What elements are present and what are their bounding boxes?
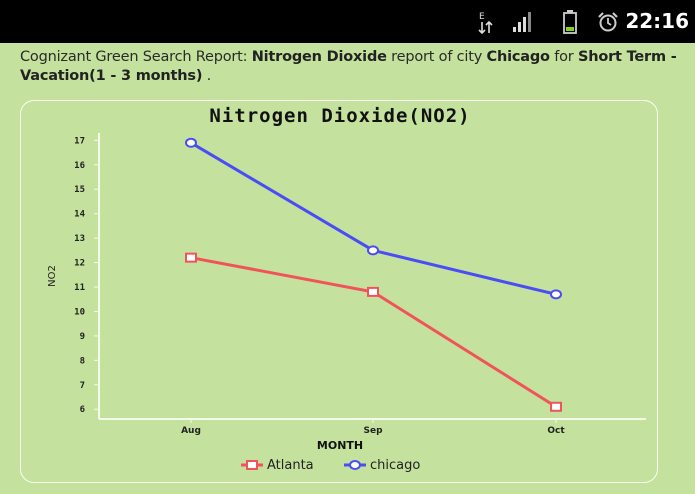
chart-panel: Nitrogen Dioxide(NO2) 17 16 15 14 13 12 11 10 9 8 7… [20,100,658,483]
y-tick-label: 6 [80,405,85,415]
y-tick-label: 7 [80,381,85,391]
series-line-chicago [190,141,557,296]
data-transfer-icon: E [478,0,494,43]
data-point-atlanta [185,252,197,263]
data-point-chicago [367,245,379,256]
status-bar: E 22:16 [0,0,695,43]
data-point-atlanta [367,286,379,297]
legend-marker-chicago [349,460,361,470]
y-tick-label: 14 [74,210,85,220]
alarm-icon [597,0,619,43]
y-tick-label: 16 [74,161,85,171]
report-city: Chicago [486,49,550,65]
data-point-chicago [550,289,562,300]
battery-icon [563,0,577,43]
report-pollutant: Nitrogen Dioxide [251,49,387,65]
status-time: 22:16 [625,9,689,33]
report-period: Short Term - Vacation(1 - 3 months) [20,49,677,84]
y-axis-label: NO2 [47,265,58,287]
legend-label-atlanta: Atlanta [267,458,314,473]
legend-label-chicago: chicago [370,458,420,473]
report-prefix: Cognizant Green Search Report: [20,49,252,65]
y-tick-label: 10 [74,307,85,317]
data-point-chicago [185,137,197,148]
y-tick-label: 12 [74,259,85,269]
report-description: Cognizant Green Search Report: Nitrogen … [20,48,680,86]
y-tick-label: 8 [80,356,85,366]
legend-marker-atlanta [246,460,258,470]
x-tick-label: Oct [547,426,565,436]
y-tick-label: 17 [74,136,85,146]
x-tick-label: Aug [181,426,201,436]
y-tick-label: 11 [74,283,85,293]
report-mid2: for [549,49,578,65]
y-tick-label: 9 [80,332,85,342]
line-chart: Nitrogen Dioxide(NO2) 17 16 15 14 13 12 11 10 9 8 7… [47,105,646,473]
y-tick-label: 15 [74,185,85,195]
y-tick-label: 13 [74,234,85,244]
signal-icon [512,0,534,43]
report-mid1: report of city [386,49,487,65]
report-suffix: . [202,68,212,84]
x-tick-label: Sep [363,426,383,436]
data-point-atlanta [550,401,562,412]
chart-title: Nitrogen Dioxide(NO2) [209,105,470,127]
x-axis-label: MONTH [317,439,363,452]
svg-text:E: E [479,12,485,22]
